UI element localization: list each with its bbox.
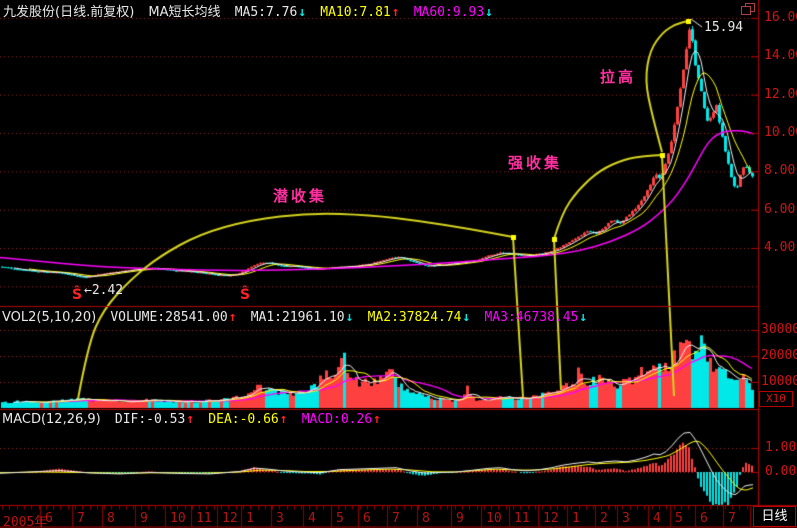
annotation-phase-accumulate: 潜收集: [273, 187, 328, 205]
price-axis-label: 4.00: [764, 240, 796, 255]
volume-axis-label: 10000: [761, 374, 797, 389]
ma5-trend-arrow-icon: ↓: [298, 5, 307, 20]
month-label: 6: [363, 511, 371, 526]
year-label: 2005年: [3, 515, 48, 528]
month-label: 7: [392, 511, 400, 526]
dif-readout: DIF:-0.53↑: [115, 412, 194, 427]
annotation-phase-pullup: 拉高: [600, 68, 637, 86]
vol-ma3-trend-arrow-icon: ↓: [579, 310, 588, 325]
restore-front-square: [741, 6, 751, 15]
ma10-value: MA10:7.81: [320, 5, 391, 20]
macd-formula: MACD(12,26,9): [2, 412, 101, 427]
macd-value: MACD:0.26: [301, 412, 373, 427]
macd-axis-label: 1.00: [765, 440, 797, 455]
volume-readout: VOLUME:28541.00↑: [110, 310, 236, 325]
ma60-value: MA60:9.93: [413, 5, 485, 20]
price-axis-label: 14.00: [764, 48, 797, 64]
volume-value: VOLUME:28541.00: [110, 310, 228, 325]
macd-trend-arrow-icon: ↑: [373, 412, 381, 427]
month-label: 3: [276, 511, 284, 526]
month-label: 7: [77, 511, 85, 526]
dea-value: DEA:-0.66: [208, 412, 279, 427]
ma10-trend-arrow-icon: ↑: [391, 5, 400, 20]
month-label: 5: [675, 511, 683, 526]
period-selector[interactable]: 日线: [753, 506, 796, 527]
month-label: 1: [246, 511, 254, 526]
month-label: 6: [700, 511, 708, 526]
sell-mark: Ŝ: [72, 287, 83, 303]
macd-axis-label: 0.00: [765, 464, 797, 479]
vol-ma1-readout: MA1:21961.10↓: [251, 310, 354, 325]
month-label: 2: [600, 511, 608, 526]
vol-ma1-value: MA1:21961.10: [250, 310, 345, 325]
dea-trend-arrow-icon: ↑: [279, 412, 288, 427]
month-label: 5: [336, 511, 344, 526]
volume-trend-arrow-icon: ↑: [228, 310, 237, 325]
vol-ma1-trend-arrow-icon: ↓: [345, 310, 354, 325]
ma60-trend-arrow-icon: ↓: [485, 5, 493, 20]
month-label: 10: [170, 511, 186, 526]
month-label: 12: [222, 511, 238, 526]
ma5-value: MA5:7.76: [234, 5, 298, 20]
volume-axis-label: 20000: [761, 348, 797, 363]
month-label: 11: [514, 511, 530, 526]
month-label: 12: [543, 511, 559, 526]
month-label: 11: [196, 511, 212, 526]
dea-readout: DEA:-0.66↑: [208, 412, 287, 427]
month-label: 4: [653, 511, 661, 526]
month-label: 8: [107, 511, 115, 526]
ma60-readout: MA60:9.93↓: [414, 5, 493, 20]
peak-price-label: 15.94: [704, 20, 744, 35]
month-label: 6: [45, 511, 53, 526]
price-axis-label: 10.00: [764, 124, 797, 140]
month-label: 3: [622, 511, 630, 526]
month-label: 8: [422, 511, 430, 526]
month-label: 9: [140, 511, 148, 526]
vol-ma2-readout: MA2:37824.74↓: [368, 310, 471, 325]
month-label: 7: [728, 511, 736, 526]
vol-ma3-value: MA3:46738.45: [484, 310, 579, 325]
indicator-name: MA短长均线: [148, 5, 221, 20]
price-axis-label: 12.00: [764, 86, 797, 102]
vol-ma2-value: MA2:37824.74: [367, 310, 462, 325]
volume-formula: VOL2(5,10,20): [2, 310, 97, 325]
dif-trend-arrow-icon: ↑: [186, 412, 195, 427]
annotation-phase-strong-collect: 强收集: [508, 154, 563, 172]
dif-value: DIF:-0.53: [114, 412, 186, 427]
restore-window-icon[interactable]: [741, 3, 755, 15]
macd-pane-header: MACD(12,26,9) DIF:-0.53↑ DEA:-0.66↑ MACD…: [2, 412, 391, 427]
price-axis-label: 16.00: [764, 9, 797, 25]
volume-multiplier-badge: X10: [759, 391, 793, 407]
month-label: 4: [308, 511, 316, 526]
price-axis-label: 8.00: [764, 163, 796, 179]
title-bar: 九发股份(日线.前复权) MA短长均线 MA5:7.76↓ MA10:7.81↑…: [3, 1, 503, 20]
ma5-readout: MA5:7.76↓: [235, 5, 306, 20]
macd-readout: MACD:0.26↑: [302, 412, 381, 427]
vol-ma3-readout: MA3:46738.45↓: [484, 310, 587, 325]
month-label: 9: [456, 511, 464, 526]
volume-axis-label: 30000: [761, 322, 797, 337]
month-label: 10: [486, 511, 502, 526]
vol-ma2-trend-arrow-icon: ↓: [462, 310, 471, 325]
stock-title: 九发股份(日线.前复权): [3, 5, 135, 20]
month-label: 1: [572, 511, 580, 526]
ma10-readout: MA10:7.81↑: [320, 5, 399, 20]
sell-mark: Ŝ: [240, 287, 251, 303]
low-price-label: ←2.42: [84, 283, 124, 298]
volume-pane-header: VOL2(5,10,20) VOLUME:28541.00↑ MA1:21961…: [2, 310, 597, 325]
price-axis-label: 6.00: [764, 201, 796, 217]
